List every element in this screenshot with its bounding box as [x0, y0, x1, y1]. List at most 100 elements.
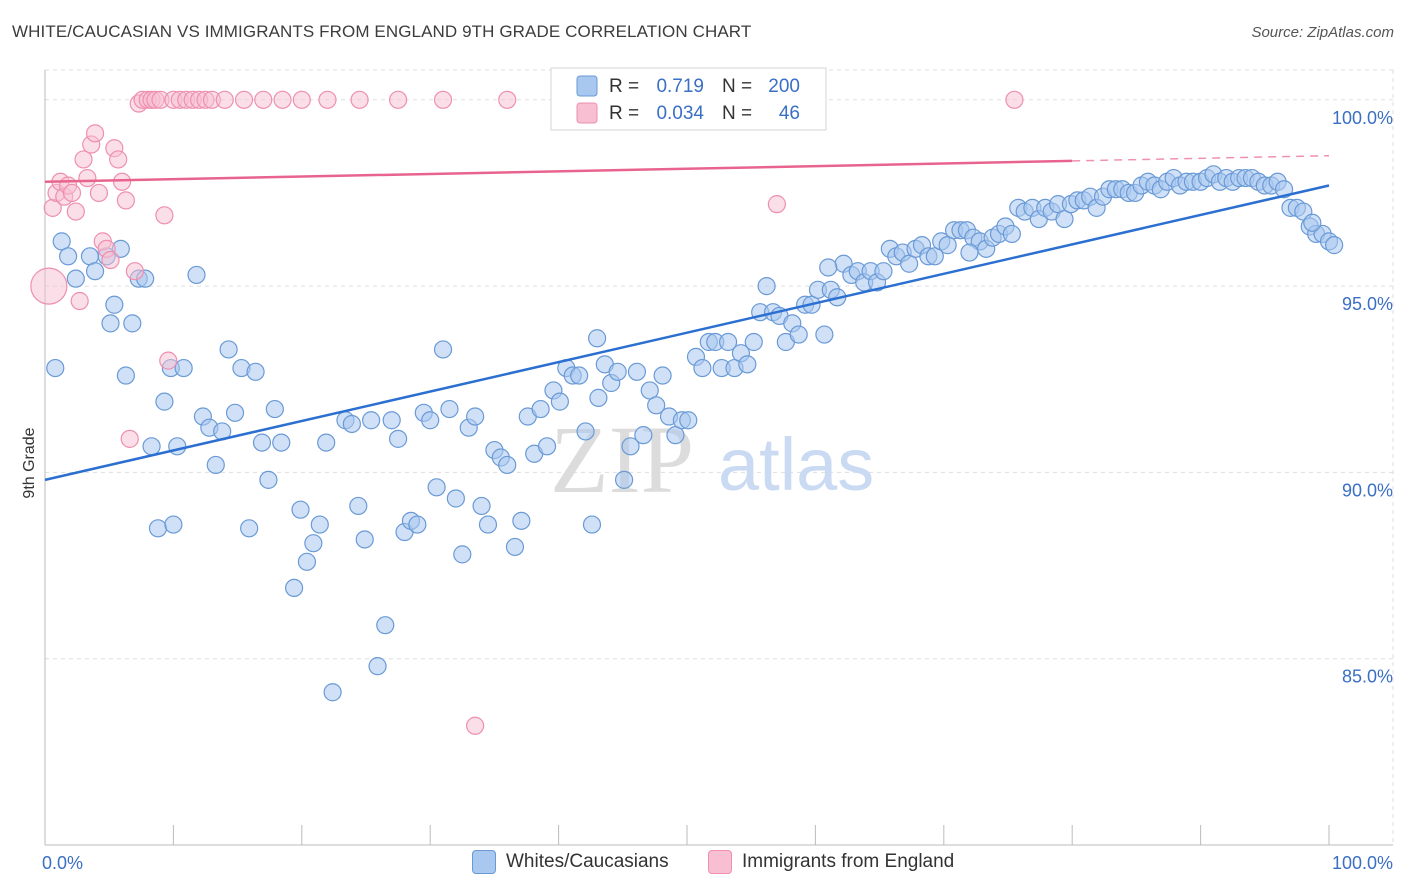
point-whites-66 [498, 455, 517, 475]
point-whites-16 [155, 392, 174, 411]
point-whites-77 [570, 366, 589, 385]
point-whites-196 [960, 243, 979, 262]
point-whites-71 [531, 399, 550, 419]
y-axis-label: 9th Grade [21, 427, 38, 498]
y-tick-label-2: 95.0% [1342, 294, 1393, 314]
point-whites-111 [789, 325, 808, 344]
point-whites-49 [389, 429, 408, 448]
point-england-41 [273, 90, 292, 109]
point-england-45 [389, 90, 408, 109]
point-england-21 [120, 429, 139, 448]
point-whites-83 [608, 362, 627, 381]
point-whites-144 [1002, 224, 1021, 244]
point-whites-32 [265, 399, 284, 419]
legend-r-value-2: 0.034 [656, 103, 704, 124]
point-england-19 [112, 172, 132, 191]
legend-label-whites: Whites/Caucasians [506, 851, 669, 872]
point-whites-43 [349, 496, 368, 516]
point-england-12 [85, 124, 105, 143]
point-england-39 [234, 90, 254, 109]
legend-n-label-2: N = [722, 103, 752, 124]
point-whites-2 [59, 247, 78, 266]
point-england-38 [215, 90, 234, 109]
point-whites-84 [614, 470, 634, 489]
point-whites-90 [653, 366, 672, 385]
point-whites-37 [304, 534, 323, 553]
point-england-50 [1005, 90, 1024, 109]
point-whites-45 [362, 411, 381, 430]
trend-line-whites [44, 184, 1330, 482]
point-whites-42 [342, 414, 361, 434]
point-whites-198 [588, 329, 607, 348]
legend-stats: R = 0.719 N = 200 R = 0.034 N = 46 [550, 67, 827, 131]
point-whites-52 [408, 515, 427, 534]
point-whites-194 [1325, 236, 1344, 255]
point-whites-85 [621, 437, 640, 456]
legend-item-whites: Whites/Caucasians [472, 850, 669, 874]
point-whites-38 [310, 515, 329, 534]
point-whites-14 [142, 437, 161, 456]
point-whites-56 [433, 340, 453, 359]
x-tick-label-0: 0.0% [42, 853, 83, 873]
point-whites-61 [466, 407, 485, 426]
y-tick-label-3: 100.0% [1332, 108, 1393, 128]
point-whites-86 [627, 362, 647, 381]
legend-n-value-2: 46 [779, 103, 800, 124]
point-whites-96 [693, 358, 712, 378]
point-whites-23 [206, 455, 225, 475]
point-whites-68 [512, 511, 531, 530]
point-whites-10 [116, 366, 135, 385]
point-whites-100 [718, 332, 738, 352]
point-whites-195 [1303, 213, 1322, 232]
legend-swatch-whites [472, 850, 496, 874]
point-whites-58 [446, 489, 465, 508]
point-whites-78 [576, 422, 595, 441]
trend-line-england-dashed [1072, 154, 1330, 162]
point-whites-44 [355, 530, 374, 549]
point-whites-33 [272, 433, 291, 452]
point-england-0 [30, 267, 68, 305]
legend-swatch-england [708, 850, 732, 874]
point-whites-7 [101, 314, 120, 333]
point-whites-11 [123, 314, 142, 333]
point-whites-29 [246, 362, 265, 381]
legend-swatch-pink [576, 102, 598, 124]
point-whites-115 [815, 325, 834, 344]
point-whites-54 [421, 411, 440, 430]
point-england-7 [66, 202, 85, 221]
point-england-10 [78, 168, 97, 188]
point-whites-47 [376, 616, 395, 635]
point-whites-103 [738, 355, 757, 374]
point-england-48 [498, 90, 517, 109]
series-whites-points [46, 165, 1344, 702]
trend-lines [44, 154, 1330, 482]
point-whites-18 [168, 437, 187, 456]
legend-n-label-1: N = [722, 76, 752, 97]
point-england-30 [159, 351, 178, 370]
legend-n-value-1: 200 [768, 76, 800, 97]
x-tick-label-1: 100.0% [1332, 853, 1393, 873]
point-whites-104 [744, 332, 763, 352]
watermark-atlas: atlas [718, 423, 874, 506]
point-whites-94 [679, 411, 698, 430]
point-whites-0 [46, 358, 65, 378]
point-whites-124 [874, 262, 893, 281]
point-whites-80 [589, 388, 608, 407]
legend-item-england: Immigrants from England [708, 850, 954, 874]
point-whites-57 [440, 399, 459, 419]
point-england-18 [109, 150, 128, 169]
point-england-16 [101, 250, 120, 270]
point-whites-186 [1274, 180, 1294, 199]
point-whites-89 [647, 396, 666, 415]
point-england-9 [74, 150, 93, 169]
axes [44, 70, 1393, 846]
point-whites-26 [225, 403, 245, 422]
point-whites-31 [259, 470, 278, 489]
point-england-44 [350, 90, 369, 109]
point-whites-55 [427, 478, 446, 497]
point-whites-3 [66, 269, 85, 288]
point-whites-8 [105, 295, 124, 314]
series-england-points [30, 90, 1024, 735]
point-whites-79 [582, 515, 602, 534]
